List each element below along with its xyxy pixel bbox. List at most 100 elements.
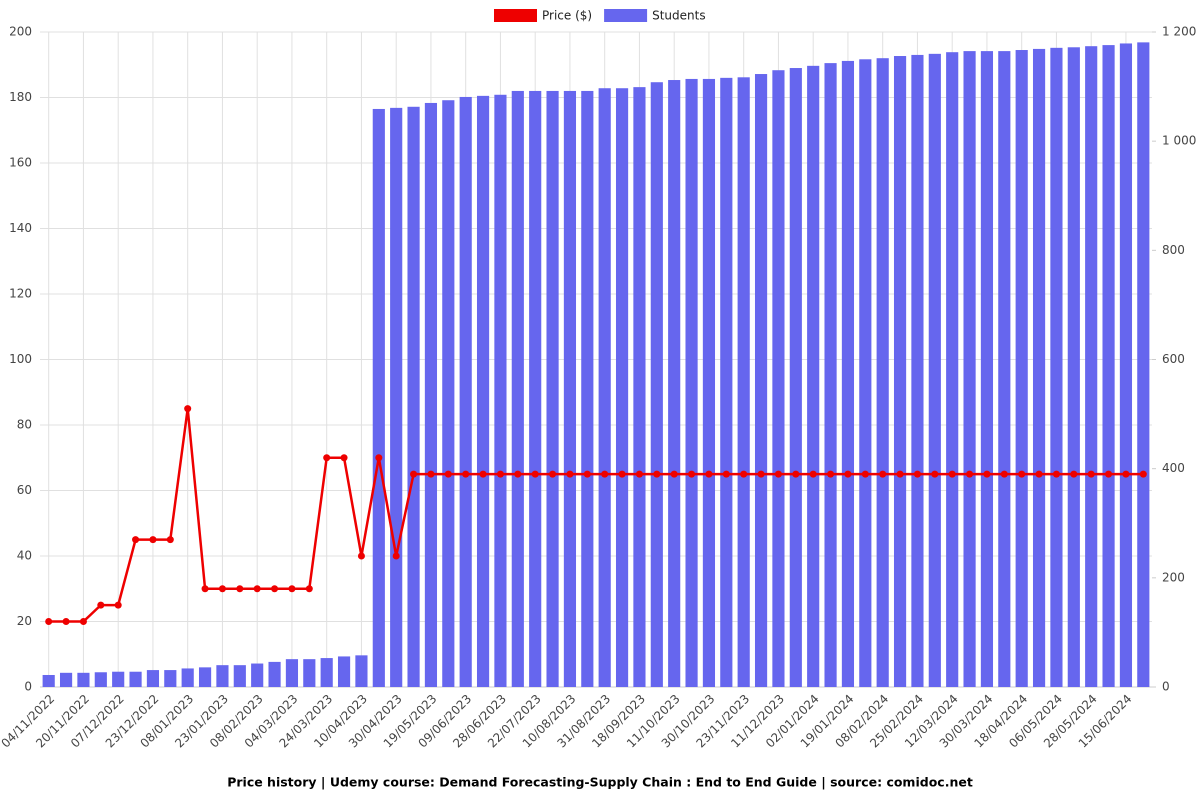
bar xyxy=(772,70,785,688)
y-tick-label: 40 xyxy=(17,549,32,563)
bar xyxy=(581,90,594,687)
bar xyxy=(893,56,907,688)
price-point xyxy=(392,552,400,560)
y2-tick-label: 200 xyxy=(1162,570,1185,584)
price-point xyxy=(722,470,730,478)
price-point xyxy=(132,536,140,544)
bar xyxy=(1050,47,1063,688)
price-point xyxy=(253,585,261,593)
y2-tick-label: 0 xyxy=(1162,680,1170,694)
bar xyxy=(372,108,385,687)
price-point xyxy=(705,470,713,478)
bar xyxy=(1032,48,1046,687)
chart-title: Price history | Udemy course: Demand For… xyxy=(227,775,973,790)
bar xyxy=(529,90,542,687)
price-point xyxy=(774,470,782,478)
price-point xyxy=(948,470,956,478)
price-point xyxy=(444,470,452,478)
bar xyxy=(198,667,212,687)
price-point xyxy=(896,470,904,478)
bar xyxy=(807,65,820,687)
bar xyxy=(77,672,90,687)
y2-tick-label: 800 xyxy=(1162,243,1185,257)
price-point xyxy=(62,618,70,625)
bar xyxy=(1085,46,1098,688)
bar xyxy=(494,94,507,688)
bar xyxy=(720,77,733,688)
price-point xyxy=(1105,470,1113,478)
y-tick-label: 20 xyxy=(17,614,32,628)
price-point xyxy=(271,585,279,593)
bar xyxy=(337,656,351,687)
bar xyxy=(511,90,524,687)
bar xyxy=(424,102,438,688)
bar xyxy=(650,82,663,687)
bar xyxy=(598,88,611,688)
price-point xyxy=(201,585,209,593)
price-point xyxy=(1052,470,1060,478)
bar xyxy=(459,96,472,688)
bar xyxy=(563,90,577,687)
bar xyxy=(1137,42,1150,687)
bar xyxy=(1119,43,1133,687)
price-point xyxy=(549,470,557,478)
price-point xyxy=(1035,470,1043,478)
bar xyxy=(303,659,316,687)
price-point xyxy=(861,470,869,478)
price-point xyxy=(184,405,192,413)
price-point xyxy=(1070,470,1078,478)
price-point xyxy=(375,454,383,462)
price-point xyxy=(792,470,800,478)
price-point xyxy=(97,601,105,609)
price-point xyxy=(1000,470,1008,478)
bar xyxy=(615,88,629,688)
price-point xyxy=(218,585,226,593)
y-tick-label: 200 xyxy=(9,25,32,39)
price-point xyxy=(827,470,835,478)
bar xyxy=(998,51,1011,687)
price-point xyxy=(462,470,470,478)
bar xyxy=(928,53,941,688)
price-point xyxy=(618,470,626,478)
bar xyxy=(911,54,924,688)
y-tick-label: 140 xyxy=(9,221,32,235)
price-point xyxy=(757,470,765,478)
bar xyxy=(963,51,976,687)
price-point xyxy=(79,618,87,625)
bar xyxy=(355,655,368,687)
price-point xyxy=(166,536,174,544)
price-line xyxy=(48,408,1144,623)
price-point xyxy=(1018,470,1026,478)
bar xyxy=(42,674,55,687)
bar xyxy=(390,107,403,687)
bar xyxy=(216,665,229,687)
y-tick-label: 0 xyxy=(24,680,32,694)
price-point xyxy=(1087,470,1095,478)
price-point xyxy=(1139,470,1147,478)
y2-tick-label: 1 000 xyxy=(1162,134,1196,148)
bar xyxy=(980,51,994,687)
price-point xyxy=(305,585,313,593)
bar xyxy=(824,63,837,688)
bar xyxy=(702,78,716,688)
legend-label: Price ($) xyxy=(542,9,592,23)
bar xyxy=(407,106,420,687)
bar xyxy=(754,74,768,687)
bar xyxy=(1067,47,1080,688)
price-point xyxy=(844,470,852,478)
price-point xyxy=(670,470,678,478)
price-point xyxy=(496,470,504,478)
price-point xyxy=(410,470,418,478)
price-point xyxy=(809,470,817,478)
y-tick-label: 120 xyxy=(9,287,32,301)
bar xyxy=(1102,45,1115,688)
y-tick-label: 100 xyxy=(9,352,32,366)
bar xyxy=(181,668,194,687)
bar xyxy=(112,671,125,687)
bar xyxy=(268,661,281,687)
price-point xyxy=(45,618,53,625)
price-point xyxy=(114,601,122,609)
bar xyxy=(876,58,889,687)
y2-tick-label: 400 xyxy=(1162,461,1185,475)
price-point xyxy=(236,585,244,593)
